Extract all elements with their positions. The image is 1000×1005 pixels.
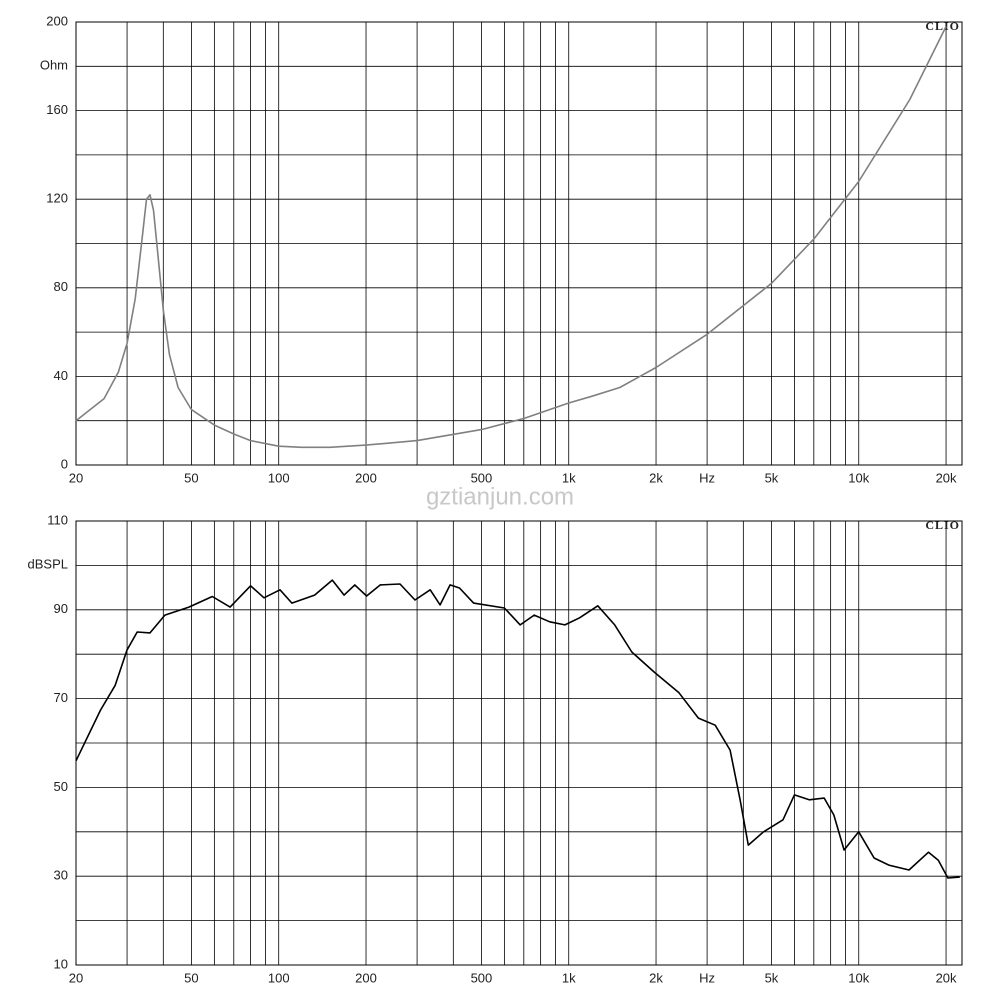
y-tick-label: 80 xyxy=(54,279,68,294)
y-tick-label: 30 xyxy=(54,868,68,883)
x-tick-label: 200 xyxy=(355,970,377,985)
watermark: gztianjun.com xyxy=(426,483,574,510)
plot-frame xyxy=(75,21,963,466)
data-line xyxy=(75,579,960,879)
x-tick-label: 1k xyxy=(562,470,576,485)
y-tick-label: 70 xyxy=(54,690,68,705)
x-tick-label: 2k xyxy=(649,470,663,485)
y-tick-label: 10 xyxy=(54,956,68,971)
y-tick-label: 50 xyxy=(54,779,68,794)
x-tick-label: 100 xyxy=(268,970,290,985)
y-tick-label: 40 xyxy=(54,368,68,383)
x-tick-label: Hz xyxy=(699,970,715,985)
x-tick-label: 100 xyxy=(268,470,290,485)
x-tick-label: 2k xyxy=(649,970,663,985)
badge: CLIO xyxy=(925,518,960,532)
x-tick-label: 500 xyxy=(471,470,493,485)
x-tick-label: 20 xyxy=(69,470,83,485)
x-tick-label: 50 xyxy=(184,970,198,985)
y-tick-label: 120 xyxy=(46,191,68,206)
y-axis-label: dBSPL xyxy=(28,556,68,571)
plot-frame xyxy=(75,520,963,966)
x-tick-label: 20 xyxy=(69,970,83,985)
y-tick-label: 200 xyxy=(46,13,68,28)
y-axis-label: Ohm xyxy=(40,57,68,72)
y-tick-label: 160 xyxy=(46,102,68,117)
x-tick-label: 1k xyxy=(562,970,576,985)
y-tick-label: 0 xyxy=(61,456,68,471)
badge: CLIO xyxy=(925,19,960,33)
x-tick-label: 5k xyxy=(765,470,779,485)
y-tick-label: 110 xyxy=(47,512,68,527)
x-tick-label: Hz xyxy=(699,470,715,485)
x-tick-label: 20k xyxy=(936,470,957,485)
x-tick-label: 10k xyxy=(848,970,869,985)
x-tick-label: 500 xyxy=(471,970,493,985)
data-line xyxy=(75,26,947,449)
x-tick-label: 200 xyxy=(355,470,377,485)
x-tick-label: 5k xyxy=(765,970,779,985)
x-tick-label: 20k xyxy=(936,970,957,985)
x-tick-label: 50 xyxy=(184,470,198,485)
x-tick-label: 10k xyxy=(848,470,869,485)
y-tick-label: 90 xyxy=(54,601,68,616)
